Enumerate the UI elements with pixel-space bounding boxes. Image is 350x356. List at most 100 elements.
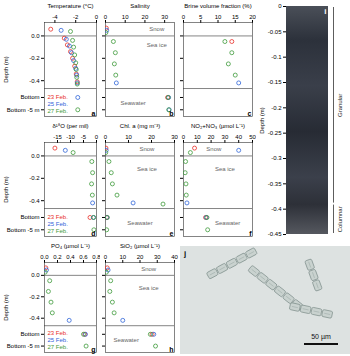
- svg-text:-0.2: -0.2: [29, 55, 40, 61]
- svg-text:0.0: 0.0: [40, 254, 49, 260]
- svg-text:25 Feb.: 25 Feb.: [48, 221, 69, 227]
- svg-text:b: b: [169, 110, 173, 117]
- svg-text:Granular: Granular: [337, 94, 343, 117]
- svg-text:10: 10: [125, 134, 132, 140]
- svg-text:Bottom: Bottom: [20, 331, 39, 337]
- svg-text:23 Feb.: 23 Feb.: [48, 330, 69, 336]
- svg-text:Sea ice: Sea ice: [137, 166, 158, 172]
- svg-text:23 Feb.: 23 Feb.: [48, 94, 69, 100]
- svg-text:i: i: [324, 7, 326, 16]
- svg-text:25 Feb.: 25 Feb.: [48, 337, 69, 343]
- svg-text:-0.45: -0.45: [268, 231, 282, 237]
- svg-text:0: 0: [95, 14, 99, 20]
- svg-text:0: 0: [95, 134, 99, 140]
- svg-text:Bottom -5 m: Bottom -5 m: [7, 227, 40, 233]
- svg-text:-0.2: -0.2: [271, 105, 282, 111]
- svg-text:Bottom: Bottom: [20, 214, 39, 220]
- svg-text:-0.2: -0.2: [29, 175, 40, 181]
- svg-text:Snow: Snow: [139, 146, 155, 152]
- svg-text:SiO₂ (µmol L⁻¹): SiO₂ (µmol L⁻¹): [120, 243, 160, 249]
- svg-text:-0.4: -0.4: [29, 198, 40, 204]
- svg-text:Seawater: Seawater: [120, 100, 145, 106]
- svg-text:20: 20: [142, 14, 149, 20]
- svg-text:50 µm: 50 µm: [311, 333, 331, 341]
- svg-text:-15: -15: [53, 134, 62, 140]
- svg-text:Seawater: Seawater: [127, 220, 152, 226]
- svg-text:30: 30: [222, 134, 229, 140]
- svg-text:δ¹⁸O (per mil): δ¹⁸O (per mil): [52, 123, 88, 129]
- svg-text:40: 40: [171, 254, 178, 260]
- svg-text:Depth (m): Depth (m): [3, 176, 9, 203]
- svg-text:Bottom: Bottom: [20, 94, 39, 100]
- svg-text:Depth (m): Depth (m): [3, 294, 9, 321]
- svg-text:20: 20: [208, 134, 215, 140]
- svg-text:Sea ice: Sea ice: [215, 166, 236, 172]
- svg-text:-0.4: -0.4: [271, 206, 282, 212]
- svg-text:25 Feb.: 25 Feb.: [48, 101, 69, 107]
- svg-text:Bottom -5 m: Bottom -5 m: [7, 343, 40, 349]
- svg-text:0: 0: [182, 134, 186, 140]
- svg-text:30: 30: [154, 254, 161, 260]
- svg-text:a: a: [92, 110, 96, 117]
- svg-text:-0.2: -0.2: [29, 294, 40, 300]
- svg-text:Seawater: Seawater: [114, 337, 139, 343]
- svg-text:20: 20: [137, 254, 144, 260]
- svg-text:Depth (m): Depth (m): [3, 56, 9, 83]
- svg-text:g: g: [91, 346, 95, 354]
- svg-text:0: 0: [104, 254, 108, 260]
- svg-text:-5: -5: [81, 134, 87, 140]
- svg-text:-10: -10: [66, 134, 75, 140]
- svg-text:-0.05: -0.05: [268, 29, 282, 35]
- svg-text:d: d: [91, 230, 95, 237]
- svg-text:0: 0: [182, 14, 186, 20]
- svg-text:Snow: Snow: [149, 26, 165, 32]
- svg-text:27 Feb.: 27 Feb.: [48, 228, 69, 234]
- svg-text:e: e: [170, 230, 174, 237]
- svg-text:27 Feb.: 27 Feb.: [48, 108, 69, 114]
- svg-text:Seawater: Seawater: [215, 220, 240, 226]
- svg-text:Snow: Snow: [206, 146, 222, 152]
- svg-text:20: 20: [148, 134, 155, 140]
- svg-text:0.4: 0.4: [66, 254, 75, 260]
- svg-text:Sea ice: Sea ice: [147, 42, 168, 48]
- svg-text:0: 0: [104, 14, 108, 20]
- svg-text:0: 0: [278, 3, 282, 9]
- svg-text:0: 0: [104, 134, 108, 140]
- svg-text:0.0: 0.0: [31, 33, 40, 39]
- svg-text:0.2: 0.2: [53, 254, 62, 260]
- svg-text:0.0: 0.0: [31, 272, 40, 278]
- svg-text:-0.25: -0.25: [268, 130, 282, 136]
- svg-text:-0.1: -0.1: [271, 54, 282, 60]
- svg-text:23 Feb.: 23 Feb.: [48, 214, 69, 220]
- svg-text:0.0: 0.0: [31, 153, 40, 159]
- svg-text:40: 40: [235, 134, 242, 140]
- svg-text:10: 10: [194, 134, 201, 140]
- svg-text:10: 10: [122, 14, 129, 20]
- svg-text:-0.3: -0.3: [271, 155, 282, 161]
- svg-text:27 Feb.: 27 Feb.: [48, 344, 69, 350]
- svg-text:Brine volume fraction (%): Brine volume fraction (%): [184, 3, 251, 9]
- svg-text:-0.15: -0.15: [268, 79, 282, 85]
- svg-text:-4: -4: [52, 14, 58, 20]
- svg-text:Snow: Snow: [141, 266, 157, 272]
- svg-text:c: c: [248, 110, 252, 117]
- svg-text:Bottom -5 m: Bottom -5 m: [7, 107, 40, 113]
- svg-text:PO₄ (µmol L⁻¹): PO₄ (µmol L⁻¹): [51, 243, 90, 249]
- svg-text:-2: -2: [73, 14, 79, 20]
- svg-text:f: f: [249, 230, 252, 237]
- svg-text:10: 10: [215, 14, 222, 20]
- svg-text:-0.35: -0.35: [268, 181, 282, 187]
- svg-text:Depth (m): Depth (m): [259, 107, 265, 134]
- svg-text:-0.4: -0.4: [29, 315, 40, 321]
- svg-text:Chl. a (mg m⁻³): Chl. a (mg m⁻³): [120, 123, 160, 129]
- svg-text:5: 5: [199, 14, 203, 20]
- svg-text:NO₂+NO₃ (µmol L⁻¹): NO₂+NO₃ (µmol L⁻¹): [191, 123, 245, 129]
- svg-text:Columnar: Columnar: [337, 206, 343, 232]
- svg-text:j: j: [183, 249, 186, 258]
- svg-text:15: 15: [232, 14, 239, 20]
- svg-text:30: 30: [161, 14, 168, 20]
- svg-text:Sea ice: Sea ice: [139, 285, 160, 291]
- svg-text:-0.4: -0.4: [29, 78, 40, 84]
- svg-text:Salinity: Salinity: [130, 3, 149, 9]
- svg-text:0.6: 0.6: [79, 254, 88, 260]
